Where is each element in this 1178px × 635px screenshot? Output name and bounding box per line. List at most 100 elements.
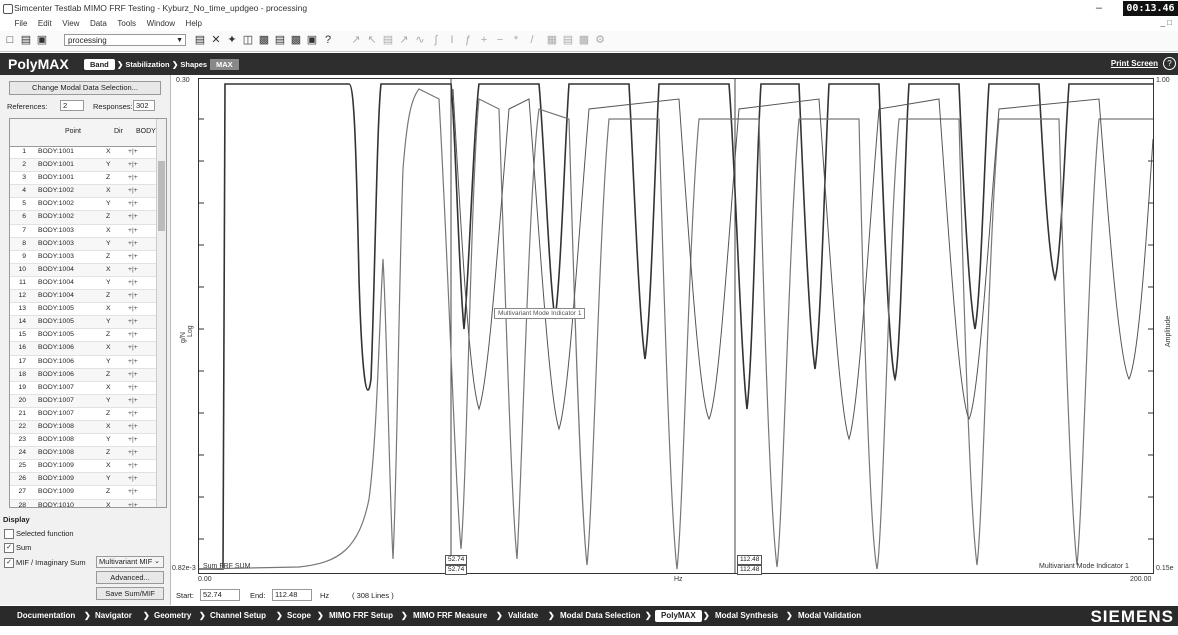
- dof-included-icon[interactable]: +|+: [128, 174, 138, 182]
- workflow-mimo-frf-setup[interactable]: MIMO FRF Setup: [329, 611, 393, 620]
- curve-icon[interactable]: ∿: [415, 34, 425, 46]
- menu-tools[interactable]: Tools: [117, 19, 137, 28]
- help-icon[interactable]: ?: [324, 34, 332, 46]
- plot-area[interactable]: 0.30 0.82e-3 g/N Log 1.00 0.15e Amplitud…: [172, 75, 1178, 587]
- table-row[interactable]: 9 BODY:1003 Z +|+: [10, 251, 156, 264]
- properties-icon[interactable]: ✦: [227, 34, 237, 46]
- selected-function-checkbox[interactable]: [4, 529, 14, 539]
- workflow-modal-data-selection[interactable]: Modal Data Selection: [560, 611, 641, 620]
- menu-view[interactable]: View: [62, 19, 80, 28]
- table-row[interactable]: 25 BODY:1009 X +|+: [10, 460, 156, 474]
- layout-icon[interactable]: ▩: [578, 34, 590, 46]
- marker-icon[interactable]: ↗: [399, 34, 409, 46]
- workflow-documentation[interactable]: Documentation: [17, 611, 76, 620]
- open-folder-icon[interactable]: ▤: [20, 34, 32, 46]
- workflow-mimo-frf-measure[interactable]: MIMO FRF Measure: [413, 611, 488, 620]
- change-modal-data-button[interactable]: Change Modal Data Selection...: [9, 81, 161, 95]
- band-start-marker[interactable]: 52.74: [445, 555, 468, 565]
- workflow-modal-validation[interactable]: Modal Validation: [798, 611, 862, 620]
- settings-icon[interactable]: ⚙: [595, 34, 605, 46]
- mif-checkbox[interactable]: ✓: [4, 558, 14, 568]
- dof-included-icon[interactable]: +|+: [128, 200, 138, 208]
- table-row[interactable]: 10 BODY:1004 X +|+: [10, 263, 156, 277]
- export-icon[interactable]: ▣: [306, 34, 318, 46]
- menu-file[interactable]: File: [14, 19, 28, 28]
- responses-field[interactable]: 302: [133, 100, 155, 111]
- column-header-body[interactable]: BODY: [136, 128, 156, 135]
- mif-type-select[interactable]: Multivariant MIF ⌄: [96, 556, 164, 568]
- child-window-buttons[interactable]: _ □: [1160, 18, 1172, 27]
- table-row[interactable]: 14 BODY:1005 Y +|+: [10, 316, 156, 330]
- cursor-icon[interactable]: ↗: [351, 34, 361, 46]
- document-icon[interactable]: ▤: [194, 34, 206, 46]
- plus-icon[interactable]: +: [480, 34, 488, 46]
- dof-included-icon[interactable]: +|+: [128, 331, 138, 339]
- dof-included-icon[interactable]: +|+: [128, 265, 138, 273]
- table-row[interactable]: 6 BODY:1002 Z +|+: [10, 211, 156, 225]
- band-end-marker[interactable]: 112.48: [737, 555, 763, 565]
- workflow-scope[interactable]: Scope: [287, 611, 312, 620]
- table-row[interactable]: 13 BODY:1005 X +|+: [10, 303, 156, 317]
- table-row[interactable]: 28 BODY:1010 X +|+: [10, 499, 156, 507]
- dof-included-icon[interactable]: +|+: [128, 344, 138, 352]
- dof-included-icon[interactable]: +|+: [128, 436, 138, 444]
- dof-included-icon[interactable]: +|+: [128, 187, 138, 195]
- display-icon[interactable]: ▤: [562, 34, 574, 46]
- table-row[interactable]: 15 BODY:1005 Z +|+: [10, 329, 156, 343]
- table-row[interactable]: 23 BODY:1008 Y +|+: [10, 434, 156, 448]
- copy-icon[interactable]: ◫: [242, 34, 254, 46]
- dof-included-icon[interactable]: +|+: [128, 161, 138, 169]
- table-row[interactable]: 17 BODY:1006 Y +|+: [10, 356, 156, 369]
- function-icon[interactable]: ƒ: [464, 34, 472, 46]
- column-header-point[interactable]: Point: [65, 128, 81, 135]
- dof-included-icon[interactable]: +|+: [128, 383, 138, 391]
- dof-included-icon[interactable]: +|+: [128, 357, 138, 365]
- table-row[interactable]: 24 BODY:1008 Z +|+: [10, 447, 156, 461]
- dof-included-icon[interactable]: +|+: [128, 475, 138, 483]
- dof-included-icon[interactable]: +|+: [128, 213, 138, 221]
- table-row[interactable]: 4 BODY:1002 X +|+: [10, 185, 156, 199]
- step-shapes[interactable]: ❯ Shapes: [166, 59, 213, 70]
- table-row[interactable]: 18 BODY:1006 Z +|+: [10, 368, 156, 382]
- divide-icon[interactable]: /: [530, 34, 534, 46]
- table-row[interactable]: 21 BODY:1007 Z +|+: [10, 408, 156, 421]
- dof-included-icon[interactable]: +|+: [128, 396, 138, 404]
- dof-included-icon[interactable]: +|+: [128, 305, 138, 313]
- table-row[interactable]: 19 BODY:1007 X +|+: [10, 382, 156, 395]
- table-row[interactable]: 16 BODY:1006 X +|+: [10, 342, 156, 356]
- dof-included-icon[interactable]: +|+: [128, 148, 138, 155]
- dof-included-icon[interactable]: +|+: [128, 278, 138, 286]
- dof-included-icon[interactable]: +|+: [128, 409, 138, 417]
- references-field[interactable]: 2: [60, 100, 84, 111]
- workflow-navigator[interactable]: Navigator: [95, 611, 132, 620]
- new-file-icon[interactable]: □: [6, 34, 14, 46]
- dof-included-icon[interactable]: +|+: [128, 488, 138, 496]
- dof-included-icon[interactable]: +|+: [128, 226, 138, 234]
- table-icon[interactable]: ▤: [382, 34, 394, 46]
- menu-data[interactable]: Data: [89, 19, 107, 28]
- end-field[interactable]: 112.48: [272, 589, 312, 601]
- workflow-channel-setup[interactable]: Channel Setup: [210, 611, 267, 620]
- workflow-modal-synthesis[interactable]: Modal Synthesis: [715, 611, 779, 620]
- multiply-icon[interactable]: *: [513, 34, 519, 46]
- menu-window[interactable]: Window: [146, 19, 176, 28]
- step-band[interactable]: Band: [84, 59, 115, 70]
- minimize-button[interactable]: –: [1095, 2, 1102, 14]
- table-row[interactable]: 12 BODY:1004 Z +|+: [10, 290, 156, 304]
- band-start-marker-value[interactable]: 52.74: [445, 565, 468, 575]
- paste-icon[interactable]: ▩: [258, 34, 270, 46]
- print-screen-link[interactable]: Print Screen: [1110, 59, 1158, 68]
- table-row[interactable]: 5 BODY:1002 Y +|+: [10, 198, 156, 212]
- help-icon[interactable]: ?: [1163, 57, 1176, 70]
- table-row[interactable]: 22 BODY:1008 X +|+: [10, 420, 156, 435]
- advanced-button[interactable]: Advanced...: [96, 571, 164, 584]
- scrollbar-thumb[interactable]: [158, 161, 165, 231]
- menu-edit[interactable]: Edit: [37, 19, 52, 28]
- table-row[interactable]: 7 BODY:1003 X +|+: [10, 225, 156, 238]
- table-row[interactable]: 26 BODY:1009 Y +|+: [10, 473, 156, 487]
- table-row[interactable]: 8 BODY:1003 Y +|+: [10, 237, 156, 251]
- table-scrollbar[interactable]: [156, 119, 166, 507]
- dof-included-icon[interactable]: +|+: [128, 449, 138, 457]
- dof-included-icon[interactable]: +|+: [128, 252, 138, 260]
- workflow-validate[interactable]: Validate: [508, 611, 539, 620]
